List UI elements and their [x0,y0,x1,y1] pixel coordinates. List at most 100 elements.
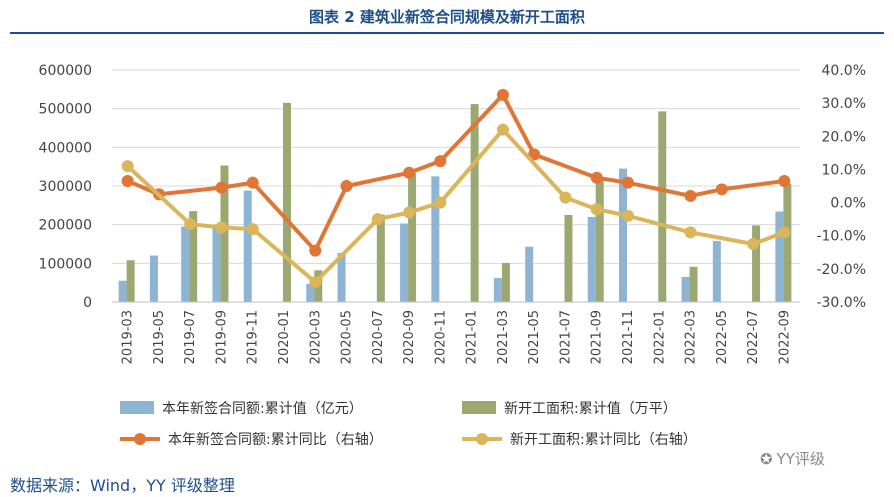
bar-series-group [118,102,792,302]
line-point [246,176,259,189]
line-point [590,203,603,216]
x-tick-label: 2022-05 [715,310,730,364]
bar-newstart [220,165,229,302]
line-point [622,176,634,189]
bar-newstart [752,225,761,302]
line-point [121,160,134,173]
bar-newstart [283,102,291,302]
bar-contract [337,252,346,302]
line-point [371,213,384,226]
x-tick-label: 2019-03 [121,310,136,364]
chart-canvas: 0 100000 200000 300000 400000 500000 600000 -30… [39,63,866,448]
legend-label: 本年新签合同额:累计同比（右轴） [168,431,383,448]
x-tick-label: 2022-01 [652,310,667,364]
x-tick-label: 2020-01 [277,310,292,364]
x-tick-label: 2021-05 [527,310,542,364]
x-tick-label: 2019-09 [214,310,229,364]
left-tick-label: 600000 [39,63,92,79]
line-point [715,183,728,196]
bar-contract [400,223,409,302]
line-point [403,206,416,219]
line-point [309,244,322,257]
x-tick-label: 2019-11 [246,310,261,364]
bar-newstart [595,178,604,302]
x-tick-label: 2020-07 [371,310,386,364]
line-point [434,196,447,209]
bar-contract [493,278,502,302]
left-tick-label: 200000 [39,218,92,234]
line-point [622,209,634,222]
watermark: ✪ YY评级 [760,448,825,469]
line-point [309,276,322,289]
bar-contract [681,276,690,302]
legend-swatch-marker [476,433,488,445]
x-tick-label: 2019-05 [152,310,167,364]
x-tick-label: 2022-03 [684,310,699,364]
line-point [434,155,447,168]
left-tick-label: 100000 [39,256,92,272]
line-point [403,166,416,179]
bar-newstart [470,104,479,302]
bar-newstart [126,260,135,302]
x-tick-label: 2022-07 [746,310,761,364]
title-underline [10,32,884,34]
right-tick-label: 30.0% [822,96,866,112]
bar-contract [431,176,440,302]
chart-title: 图表 2 建筑业新签合同规模及新开工面积 [309,8,585,26]
line-point [184,218,197,231]
bar-contract [587,216,596,302]
legend-label: 本年新签合同额:累计值（亿元） [162,400,363,417]
bar-newstart [783,184,792,302]
bar-newstart [501,262,510,302]
x-tick-label: 2021-01 [465,310,480,364]
line-point [778,175,791,188]
line-point [778,226,791,239]
bar-contract [181,226,190,302]
watermark-text: YY评级 [776,450,825,468]
legend-swatch-marker [134,433,146,445]
bar-newstart [564,215,573,302]
bar-contract [212,224,221,302]
bar-contract [243,190,252,302]
line-series-group [121,88,791,289]
x-tick-label: 2020-11 [433,310,448,364]
x-tick-label: 2019-07 [183,310,198,364]
x-tick-label: 2020-05 [340,310,355,364]
legend-label: 新开工面积:累计值（万平） [504,401,677,417]
left-tick-label: 400000 [39,140,92,156]
line-point [496,123,509,136]
line-point [496,88,509,101]
right-tick-label: 40.0% [822,63,866,79]
bar-contract [306,283,315,302]
bar-newstart [689,266,698,302]
bar-newstart [376,214,385,302]
left-tick-label: 0 [83,295,92,311]
x-tick-label: 2020-09 [402,310,417,364]
bar-contract [149,255,158,302]
legend-label: 新开工面积:累计同比（右轴） [510,432,697,448]
line-point [559,191,572,204]
bar-contract [525,246,534,302]
line-point [215,221,228,234]
x-tick-label: 2021-07 [558,310,573,364]
bar-newstart [189,211,198,302]
left-tick-label: 500000 [39,102,92,118]
right-tick-label: 10.0% [822,162,866,178]
axes-group: 0 100000 200000 300000 400000 500000 600000 -30… [39,63,866,364]
wechat-icon: ✪ [760,450,773,468]
line-point [590,171,603,184]
bar-contract [712,240,721,302]
right-tick-label: -20.0% [816,262,866,278]
bar-contract [775,211,784,302]
line-point [121,175,134,188]
line-point [340,180,353,192]
legend-swatch-bar [462,401,496,414]
line-point [246,223,259,236]
legend: 本年新签合同额:累计值（亿元） 新开工面积:累计值（万平） 本年新签合同额:累计同比… [120,400,697,448]
left-tick-label: 300000 [39,179,92,195]
x-tick-label: 2021-11 [621,310,636,364]
line-point [215,181,228,194]
line-point [684,226,697,239]
line-point [747,238,760,250]
line-point [684,189,697,202]
